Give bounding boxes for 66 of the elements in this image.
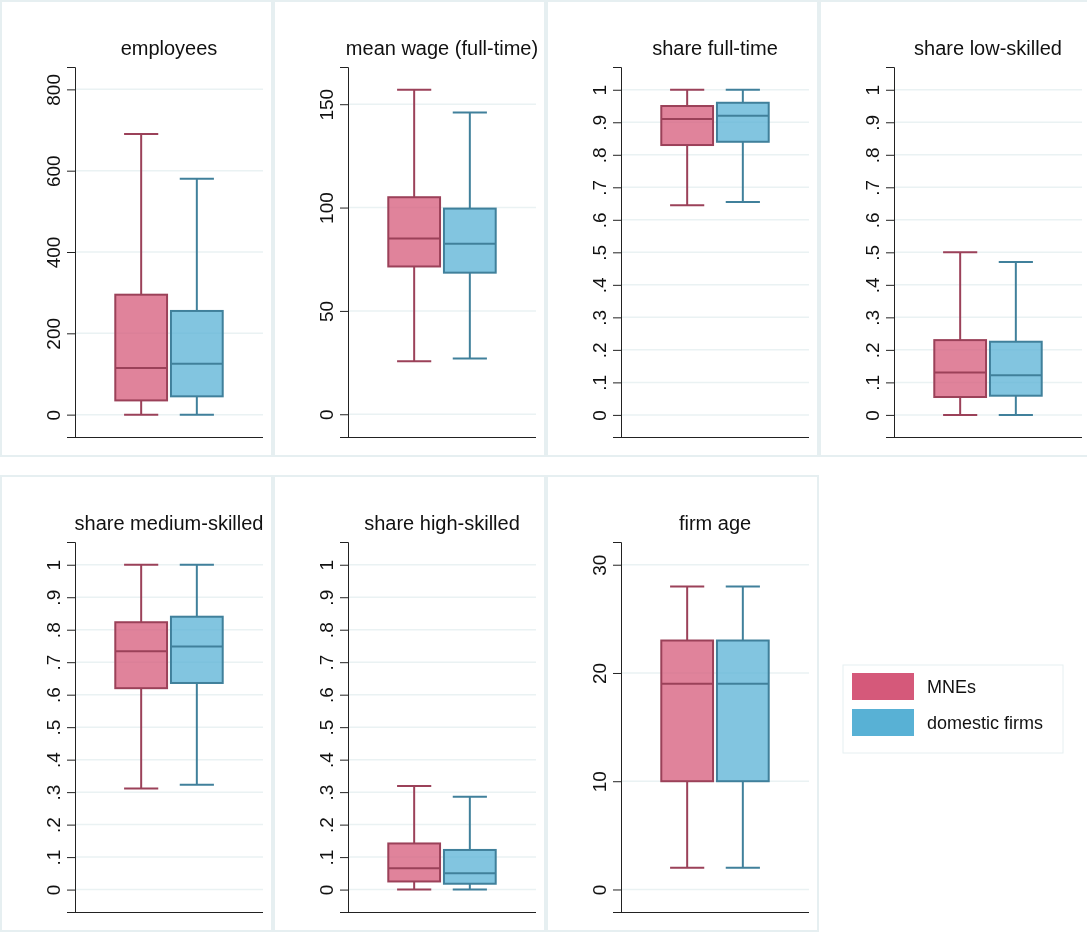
y-tick-label: 0 [316,409,338,421]
y-tick-label: .6 [316,687,338,704]
y-tick-label: .8 [316,622,338,639]
y-tick-label: .4 [316,751,338,769]
y-tick-label: .2 [316,817,338,834]
y-tick-label: .5 [43,719,65,736]
y-tick-label: .7 [589,179,611,196]
y-tick-label: .4 [43,751,65,769]
y-tick-label: .3 [316,784,338,801]
chart-title: share high-skilled [364,512,520,534]
y-tick-label: .9 [43,589,65,606]
y-tick-label: .8 [589,147,611,164]
y-tick-label: .4 [589,276,611,294]
y-tick-label: 200 [43,317,65,350]
y-tick-label: 0 [43,409,65,421]
y-tick-label: .9 [316,589,338,606]
y-tick-label: .3 [43,784,65,801]
chart-title: share low-skilled [914,37,1062,59]
y-tick-label: 400 [43,236,65,269]
y-tick-label: .7 [43,654,65,671]
chart-title: firm age [678,512,752,534]
y-tick-label: .8 [862,147,884,164]
y-tick-label: 30 [589,554,611,576]
y-tick-label: .9 [589,114,611,131]
y-tick-label: 0 [43,884,65,896]
y-tick-label: .2 [589,342,611,359]
y-tick-label: 800 [43,74,65,106]
y-tick-label: 0 [862,410,884,421]
y-tick-label: .7 [316,654,338,671]
chart-title: employees [120,37,218,59]
y-tick-label: .4 [862,276,884,294]
y-tick-label: .1 [589,374,611,391]
y-tick-label: .3 [589,309,611,326]
y-tick-label: .9 [862,114,884,131]
legend-label: domestic firms [927,713,1044,733]
chart-title: mean wage (full-time) [345,37,539,59]
y-tick-label: .1 [862,374,884,391]
y-tick-label: 1 [316,559,338,571]
chart-title: share full-time [652,37,778,59]
y-tick-label: .8 [43,622,65,639]
y-tick-label: 1 [43,559,65,571]
y-tick-label: .5 [316,719,338,736]
y-tick-label: 100 [316,192,338,224]
y-tick-label: .6 [589,212,611,229]
y-tick-label: 0 [316,884,338,896]
legend-label: MNEs [927,677,976,697]
y-tick-label: 20 [589,662,611,685]
y-tick-label: .5 [589,244,611,261]
y-tick-label: 600 [43,155,65,188]
y-tick-label: .1 [316,849,338,866]
y-tick-label: 10 [589,771,611,793]
y-tick-label: .7 [862,179,884,196]
y-tick-label: .6 [862,212,884,229]
y-tick-label: 1 [589,84,611,96]
y-tick-label: .6 [43,687,65,704]
y-tick-label: .1 [43,849,65,866]
chart-title: share medium-skilled [74,512,264,534]
y-tick-label: 150 [316,88,338,121]
y-tick-label: .2 [43,817,65,834]
y-tick-label: 1 [862,84,884,96]
y-tick-label: 50 [316,300,338,322]
y-tick-label: 0 [589,410,611,421]
y-tick-label: 0 [589,884,611,896]
y-tick-label: .5 [862,244,884,261]
y-tick-label: .3 [862,309,884,326]
y-tick-label: .2 [862,342,884,359]
